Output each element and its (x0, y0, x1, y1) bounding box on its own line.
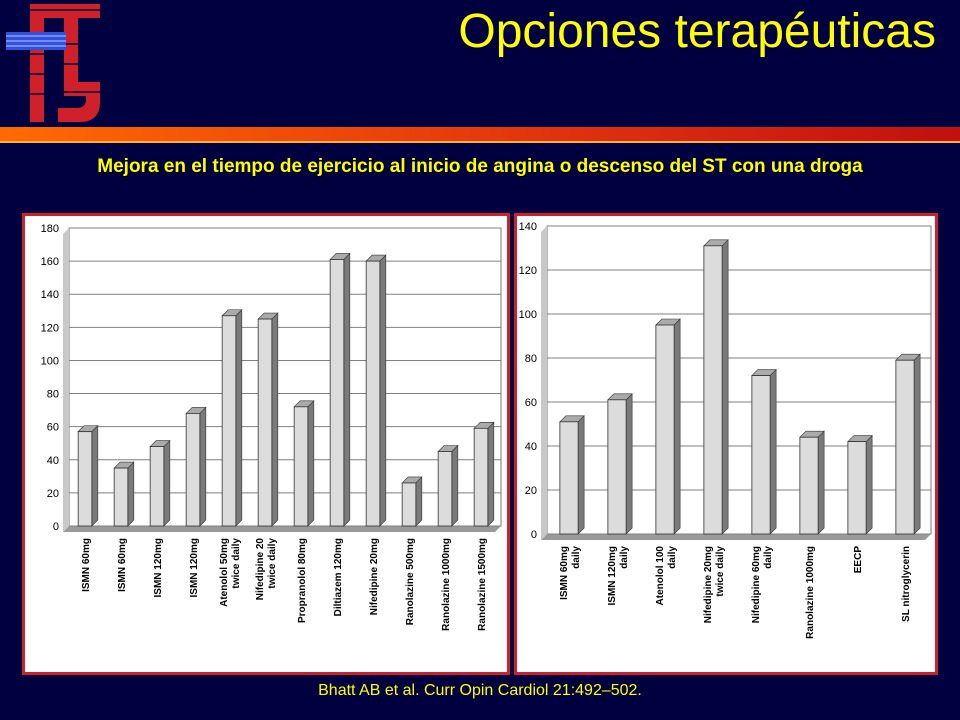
slide-title: Opciones terapéuticas (458, 5, 936, 58)
x-tick-label: EECP (853, 546, 864, 574)
chart-panel-right: 0 20 40 60 80 100 120 140 ISMN 60mgdaily ISMN 120… (514, 213, 938, 675)
y-tick-label: 40 (525, 441, 537, 453)
chart-side-wall (63, 228, 69, 532)
bar-side (721, 239, 729, 535)
bar-side (865, 434, 873, 535)
bar (751, 375, 771, 535)
x-tick-label: Atenolol 100daily (655, 546, 678, 606)
slide-subtitle: Mejora en el tiempo de ejercicio al inic… (97, 156, 863, 177)
bar (113, 467, 129, 527)
header-stripe-highlight (0, 141, 960, 143)
y-tick-label: 160 (41, 256, 59, 268)
x-tick-label: Ranolazine 1000mg (441, 538, 452, 631)
x-tick-label: Ranolazine 1000mg (805, 546, 816, 639)
bar-side (343, 252, 351, 527)
x-tick-label: Nifedipine 20mgtwice daily (703, 546, 726, 624)
y-tick-label: 0 (53, 521, 59, 533)
y-tick-label: 100 (41, 355, 59, 367)
bar-side (673, 318, 681, 535)
x-tick-label: SL nitroglycerin (901, 546, 912, 622)
bar-side (487, 421, 495, 527)
bar-side (379, 254, 387, 527)
y-tick-label: 60 (525, 397, 537, 409)
x-tick-label: Ranolazine 500mg (405, 538, 416, 625)
y-tick-label: 120 (519, 265, 537, 277)
bar (437, 451, 453, 527)
x-tick-label: Nifedipine 20twice daily (255, 538, 278, 601)
y-tick-label: 20 (47, 488, 59, 500)
x-tick-label: Propranolol 80mg (297, 538, 308, 623)
bar-side (91, 424, 99, 527)
bar (895, 359, 915, 535)
y-tick-label: 140 (41, 289, 59, 301)
bar (365, 260, 381, 527)
x-tick-label: Nifedipine 60mgdaily (751, 546, 774, 624)
header-stripe (0, 127, 960, 141)
x-tick-label: ISMN 60mg (117, 538, 128, 592)
bar-side (625, 393, 633, 535)
bar-side (199, 406, 207, 527)
x-tick-label: Ranolazine 1500mg (477, 538, 488, 631)
x-tick-label: ISMN 120mgdaily (607, 546, 630, 606)
x-tick-label: Diltiazem 120mg (333, 538, 344, 616)
x-tick-label: ISMN 120mg (153, 538, 164, 597)
y-tick-label: 100 (519, 309, 537, 321)
y-tick-label: 20 (525, 485, 537, 497)
plot-area (546, 225, 932, 535)
bar (329, 259, 345, 527)
institution-logo (4, 4, 104, 122)
bar (655, 324, 675, 535)
bar (185, 413, 201, 527)
bar (293, 406, 309, 527)
y-tick-label: 120 (41, 322, 59, 334)
bar (559, 421, 579, 535)
bar (799, 436, 819, 535)
chart-floor (541, 534, 931, 540)
bar (847, 441, 867, 535)
bar-side (307, 400, 315, 527)
x-tick-label: Atenolol 50mgtwice daily (219, 538, 242, 607)
chart-floor (63, 526, 501, 532)
bar (257, 318, 273, 527)
bar (473, 427, 489, 527)
bar (401, 482, 417, 527)
bar-side (163, 439, 171, 527)
y-tick-label: 180 (41, 223, 59, 235)
bar (149, 446, 165, 527)
x-tick-label: Nifedipine 20mg (369, 538, 380, 615)
x-tick-label: ISMN 60mg (81, 538, 92, 592)
x-tick-label: ISMN 120mg (189, 538, 200, 597)
chart-side-wall (541, 226, 547, 540)
bar-side (271, 312, 279, 527)
y-tick-label: 40 (47, 455, 59, 467)
y-tick-label: 80 (525, 353, 537, 365)
bar-side (451, 444, 459, 527)
bar-chart-left: 0 20 40 60 80 100 120 140 160 180 ISMN 60mg ISMN 60… (41, 223, 502, 631)
bar-side (235, 309, 243, 527)
y-tick-label: 60 (47, 422, 59, 434)
bar-side (127, 461, 135, 527)
bar-side (769, 368, 777, 535)
y-tick-label: 140 (519, 221, 537, 233)
chart-panel-left: 0 20 40 60 80 100 120 140 160 180 ISMN 60mg ISMN 60… (22, 213, 510, 675)
bar (703, 245, 723, 535)
bar (607, 399, 627, 535)
bar-side (577, 415, 585, 535)
citation: Bhatt AB et al. Curr Opin Cardiol 21:492… (318, 682, 642, 699)
bar (77, 431, 93, 527)
y-tick-label: 80 (47, 389, 59, 401)
bar-side (817, 430, 825, 535)
x-tick-label: ISMN 60mgdaily (559, 546, 582, 600)
bar-side (415, 476, 423, 527)
y-tick-label: 0 (531, 529, 537, 541)
bar (221, 315, 237, 527)
bar-side (913, 353, 921, 535)
bar-chart-right: 0 20 40 60 80 100 120 140 ISMN 60mgdaily ISMN 120… (519, 221, 932, 639)
